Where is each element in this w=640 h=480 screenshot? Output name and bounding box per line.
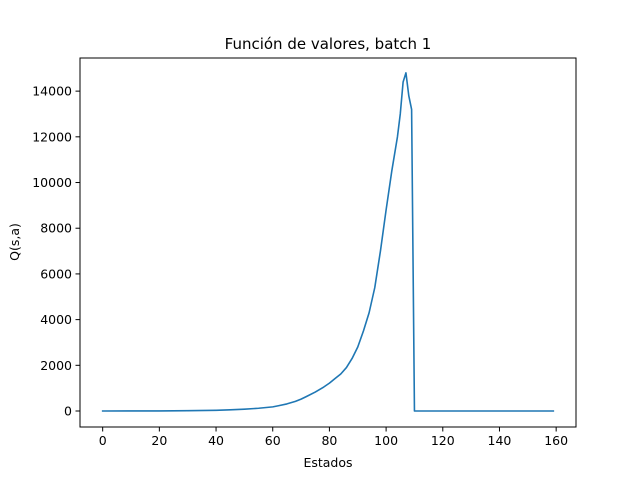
y-tick-label: 14000 [32, 84, 72, 99]
y-tick-label: 2000 [40, 358, 72, 373]
y-tick-label: 0 [64, 404, 72, 419]
x-tick-label: 0 [99, 433, 107, 448]
x-tick-label: 60 [265, 433, 281, 448]
chart-title: Función de valores, batch 1 [225, 35, 432, 53]
x-tick-label: 140 [488, 433, 512, 448]
x-tick-label: 80 [321, 433, 337, 448]
y-tick-label: 4000 [40, 312, 72, 327]
x-tick-label: 100 [374, 433, 398, 448]
series-line-0 [101, 72, 555, 412]
x-axis-label: Estados [303, 455, 352, 470]
y-tick-label: 10000 [32, 175, 72, 190]
y-tick-label: 12000 [32, 129, 72, 144]
x-tick-label: 160 [544, 433, 568, 448]
y-tick-label: 6000 [40, 266, 72, 281]
y-tick-label: 8000 [40, 221, 72, 236]
x-tick-label: 120 [431, 433, 455, 448]
plot-frame [79, 57, 577, 428]
x-tick-label: 20 [151, 433, 167, 448]
x-tick-label: 40 [208, 433, 224, 448]
y-axis-label: Q(s,a) [7, 223, 22, 261]
